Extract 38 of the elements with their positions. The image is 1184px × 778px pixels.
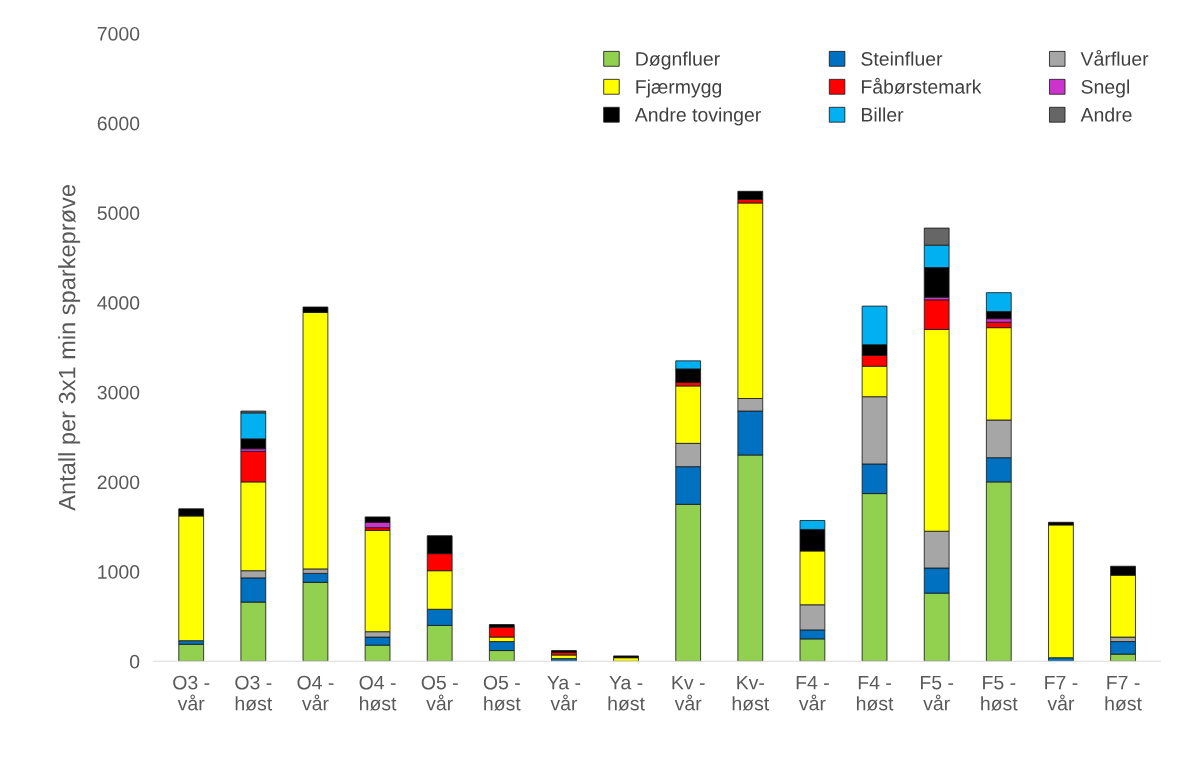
legend-label: Fåbørstemark: [862, 77, 982, 94]
bar: [178, 643, 205, 662]
x-tick-label: O4 - høst: [359, 675, 397, 711]
x-tick-label: Kv - vår: [672, 675, 705, 711]
y-tick-label: 3000: [97, 385, 140, 400]
y-tick-label: 2000: [97, 475, 140, 490]
bar: [488, 626, 515, 638]
y-tick-label: 5000: [97, 206, 140, 221]
legend-label: Andre: [1080, 107, 1132, 122]
bar: [1048, 524, 1074, 659]
y-tick-label: 6000: [97, 116, 140, 131]
x-tick-label: F7 - høst: [1105, 675, 1142, 711]
x-tick-label: F4 - høst: [856, 675, 894, 711]
legend-label: Vårfluer: [1080, 49, 1149, 66]
x-tick-label: O3 - vår: [173, 675, 210, 711]
x-tick-label: Kv- høst: [732, 675, 770, 711]
x-tick-label: Ya - høst: [608, 675, 645, 711]
legend-label: Døgnfluer: [636, 51, 720, 70]
y-axis-title: Antall per 3x1 min sparkeprøve: [58, 185, 81, 511]
legend-label: Steinfluer: [861, 51, 943, 66]
legend-label: Snegl: [1081, 79, 1130, 98]
y-tick-label: 7000: [97, 26, 140, 41]
legend-label: Biller: [862, 107, 904, 122]
y-tick-label: 4000: [97, 296, 140, 310]
x-tick-label: F5 - vår: [920, 675, 954, 711]
legend-label: Fjærmygg: [636, 79, 722, 98]
x-tick-label: Ya - vår: [547, 675, 581, 711]
bar: [737, 190, 764, 200]
x-tick-label: O5 - høst: [483, 675, 521, 711]
legend-label: Andre tovinger: [634, 107, 761, 126]
x-tick-label: F4 - vår: [796, 675, 829, 711]
x-tick-label: O4 - vår: [297, 675, 334, 711]
x-tick-label: O3 - høst: [235, 675, 273, 711]
x-tick-label: O5 - vår: [421, 675, 458, 711]
y-tick-label: 1000: [98, 565, 140, 579]
y-tick-label: 0: [129, 654, 140, 669]
x-tick-label: F5 - høst: [981, 675, 1018, 711]
x-tick-label: F7 - vår: [1045, 675, 1078, 711]
